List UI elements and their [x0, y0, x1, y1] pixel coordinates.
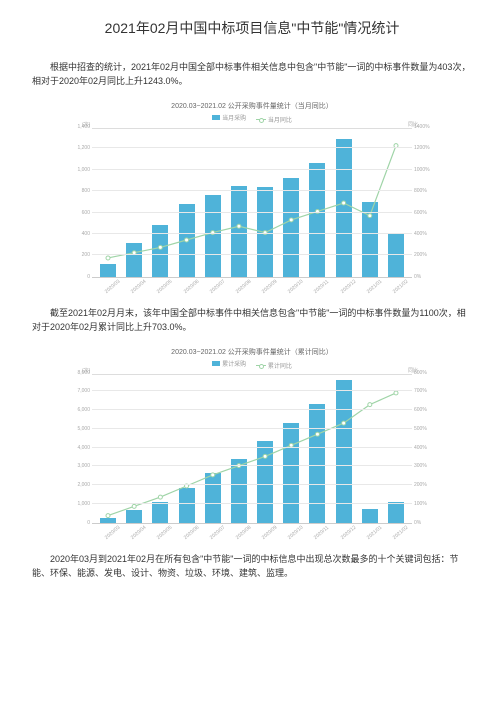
chart2-xlabels: 2020/032020/042020/052020/062020/072020/… [100, 526, 404, 532]
bar-swatch-icon [212, 361, 220, 366]
y-left-tick: 8,000 [70, 370, 90, 376]
chart2-legend-bar-label: 累计采购 [222, 359, 246, 368]
x-label: 2020/12 [339, 280, 355, 295]
paragraph-1: 根据中招查的统计，2021年02月中国全部中标事件相关信息中包含"中节能"一词的… [32, 60, 472, 89]
x-label: 2020/09 [261, 526, 277, 541]
x-label: 2020/08 [235, 280, 251, 295]
y-left-tick: 800 [70, 188, 90, 194]
x-label: 2020/08 [235, 526, 251, 541]
x-label: 2020/09 [261, 280, 277, 295]
chart1-legend-line-label: 当月同比 [268, 115, 292, 124]
y-left-tick: 400 [70, 231, 90, 237]
chart1-legend-line: 当月同比 [256, 115, 292, 124]
y-left-tick: 2,000 [70, 482, 90, 488]
x-label: 2021/01 [365, 526, 381, 541]
x-label: 2020/10 [287, 280, 303, 295]
y-left-tick: 200 [70, 252, 90, 258]
y-right-tick: 200% [414, 482, 434, 488]
y-right-tick: 400% [414, 231, 434, 237]
bar-swatch-icon [212, 115, 220, 120]
y-right-tick: 600% [414, 407, 434, 413]
x-label: 2020/11 [313, 526, 329, 541]
chart1-area: (次) 同比 02004006008001,0001,2001,400 0%20… [92, 128, 412, 278]
y-left-tick: 4,000 [70, 445, 90, 451]
x-label: 2020/05 [156, 526, 172, 541]
x-label: 2020/03 [104, 280, 120, 295]
chart2-legend-bar: 累计采购 [212, 359, 246, 368]
paragraph-3: 2020年03月到2021年02月在所有包含"中节能"一词的中标信息中出现总次数… [32, 552, 472, 581]
y-right-tick: 800% [414, 370, 434, 376]
y-right-tick: 600% [414, 210, 434, 216]
chart2-yticks-right: 0%100%200%300%400%500%600%700%800% [414, 375, 434, 523]
x-label: 2020/07 [208, 280, 224, 295]
chart2-legend-line: 累计同比 [256, 361, 292, 370]
chart1-legend-bar-label: 当月采购 [222, 113, 246, 122]
y-left-tick: 3,000 [70, 463, 90, 469]
paragraph-2: 截至2021年02月月末，该年中国全部中标事件中相关信息包含"中节能"一词的中标… [32, 306, 472, 335]
y-right-tick: 500% [414, 426, 434, 432]
y-left-tick: 5,000 [70, 426, 90, 432]
y-right-tick: 100% [414, 501, 434, 507]
x-label: 2020/06 [182, 280, 198, 295]
x-label: 2020/04 [130, 280, 146, 295]
y-left-tick: 0 [70, 274, 90, 280]
x-label: 2021/01 [365, 280, 381, 295]
y-right-tick: 400% [414, 445, 434, 451]
x-label: 2020/04 [130, 526, 146, 541]
chart2-area: (次) 同比 01,0002,0003,0004,0005,0006,0007,… [92, 374, 412, 524]
x-label: 2020/06 [182, 526, 198, 541]
x-label: 2020/11 [313, 280, 329, 295]
y-right-tick: 200% [414, 252, 434, 258]
chart1-legend: 当月采购 当月同比 [92, 113, 412, 124]
y-right-tick: 1400% [414, 124, 434, 130]
chart1-xlabels: 2020/032020/042020/052020/062020/072020/… [100, 280, 404, 286]
y-right-tick: 0% [414, 274, 434, 280]
x-label: 2020/10 [287, 526, 303, 541]
y-right-tick: 1000% [414, 167, 434, 173]
chart-cumulative: 2020.03~2021.02 公开采购事件量统计（累计同比） 累计采购 累计同… [92, 347, 412, 532]
x-label: 2021/02 [392, 526, 408, 541]
y-right-tick: 0% [414, 520, 434, 526]
y-left-tick: 1,000 [70, 501, 90, 507]
chart2-plot [100, 375, 404, 523]
chart1-yticks-right: 0%200%400%600%800%1000%1200%1400% [414, 129, 434, 277]
x-label: 2020/05 [156, 280, 172, 295]
y-left-tick: 6,000 [70, 407, 90, 413]
y-left-tick: 0 [70, 520, 90, 526]
chart2-line [100, 375, 404, 523]
chart1-title: 2020.03~2021.02 公开采购事件量统计（当月同比） [92, 101, 412, 111]
x-label: 2021/02 [392, 280, 408, 295]
x-label: 2020/03 [104, 526, 120, 541]
y-left-tick: 1,400 [70, 124, 90, 130]
line-swatch-icon [256, 119, 266, 120]
chart2-yticks-left: 01,0002,0003,0004,0005,0006,0007,0008,00… [70, 375, 90, 523]
page-title: 2021年02月中国中标项目信息"中节能"情况统计 [32, 18, 472, 38]
chart1-legend-bar: 当月采购 [212, 113, 246, 122]
y-left-tick: 1,200 [70, 145, 90, 151]
y-right-tick: 1200% [414, 145, 434, 151]
y-right-tick: 800% [414, 188, 434, 194]
chart2-legend: 累计采购 累计同比 [92, 359, 412, 370]
y-left-tick: 600 [70, 210, 90, 216]
chart2-legend-line-label: 累计同比 [268, 361, 292, 370]
y-right-tick: 300% [414, 463, 434, 469]
chart1-yticks-left: 02004006008001,0001,2001,400 [70, 129, 90, 277]
line-swatch-icon [256, 365, 266, 366]
x-label: 2020/12 [339, 526, 355, 541]
y-right-tick: 700% [414, 388, 434, 394]
y-left-tick: 7,000 [70, 388, 90, 394]
x-label: 2020/07 [208, 526, 224, 541]
chart2-title: 2020.03~2021.02 公开采购事件量统计（累计同比） [92, 347, 412, 357]
chart-monthly: 2020.03~2021.02 公开采购事件量统计（当月同比） 当月采购 当月同… [92, 101, 412, 286]
y-left-tick: 1,000 [70, 167, 90, 173]
